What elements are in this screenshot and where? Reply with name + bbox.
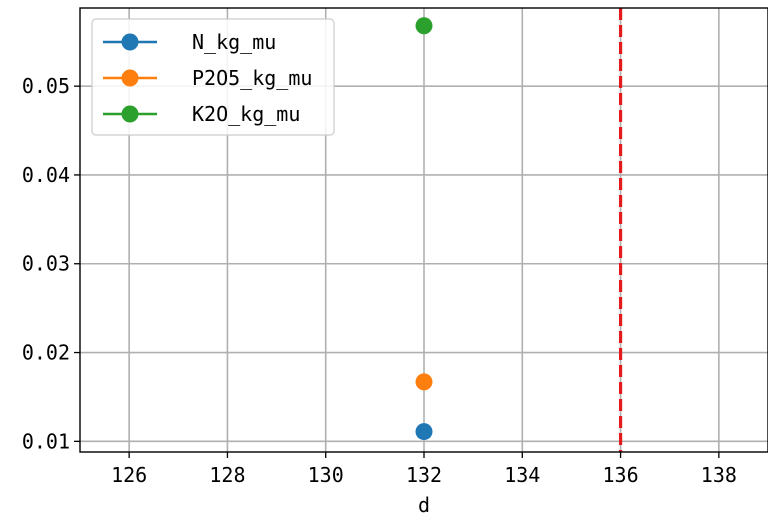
y-tick-label: 0.03 [22,252,70,276]
x-tick-label: 126 [111,463,147,487]
data-point [415,423,433,441]
legend-marker [121,33,139,51]
x-tick-label: 134 [504,463,540,487]
y-tick-label: 0.01 [22,429,70,453]
x-axis-label: d [418,493,430,517]
x-tick-label: 138 [701,463,737,487]
y-axis: 0.01 0.02 0.03 0.04 0.05 [22,74,80,453]
legend-marker [121,105,139,123]
x-tick-label: 132 [406,463,442,487]
y-tick-label: 0.04 [22,163,70,187]
legend-box [91,18,335,136]
x-tick-label: 130 [308,463,344,487]
data-point [415,373,433,391]
legend: N_kg_mu P2O5_kg_mu K2O_kg_mu [91,18,335,136]
y-tick-label: 0.02 [22,341,70,365]
data-point [415,17,433,35]
x-axis: 126 128 130 132 134 136 138 [111,452,737,487]
x-tick-label: 136 [603,463,639,487]
data-points [415,17,433,441]
legend-marker [121,69,139,87]
legend-label: N_kg_mu [192,30,276,54]
legend-label: K2O_kg_mu [192,102,300,126]
y-tick-label: 0.05 [22,74,70,98]
x-tick-label: 128 [209,463,245,487]
legend-label: P2O5_kg_mu [192,66,312,90]
